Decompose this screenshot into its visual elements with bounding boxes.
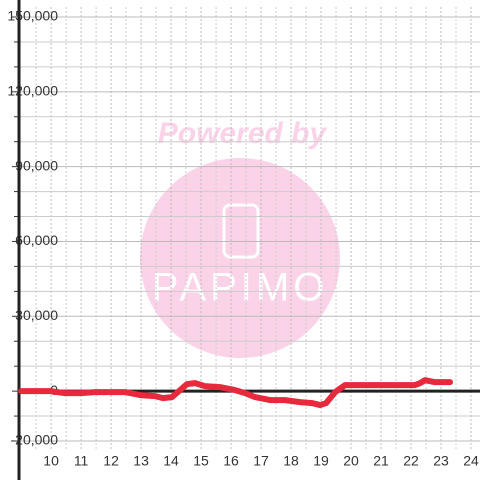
x-tick-label: 16 bbox=[223, 453, 239, 469]
y-tick-label: 90,000 bbox=[15, 157, 58, 173]
y-tick-label: -20,000 bbox=[11, 432, 59, 448]
x-tick-label: 22 bbox=[403, 453, 419, 469]
x-tick-label: 18 bbox=[283, 453, 299, 469]
x-tick-label: 20 bbox=[343, 453, 359, 469]
watermark-text: Powered by bbox=[158, 117, 328, 150]
y-tick-label: 150,000 bbox=[7, 8, 58, 24]
x-tick-label: 14 bbox=[163, 453, 179, 469]
y-tick-label: 30,000 bbox=[15, 307, 58, 323]
x-tick-label: 12 bbox=[103, 453, 119, 469]
x-tick-label: 15 bbox=[193, 453, 209, 469]
line bbox=[18, 377, 454, 409]
x-tick-label: 19 bbox=[313, 453, 329, 469]
y-tick-label: 120,000 bbox=[7, 83, 58, 99]
y-tick-label: 60,000 bbox=[15, 232, 58, 248]
x-tick-label: 17 bbox=[253, 453, 269, 469]
watermark-logo: PAPIMO bbox=[152, 266, 329, 310]
x-tick-label: 11 bbox=[74, 453, 89, 469]
x-tick-label: 23 bbox=[433, 453, 449, 469]
x-tick-label: 13 bbox=[133, 453, 149, 469]
watermark: Powered by PAPIMO bbox=[140, 117, 340, 358]
watermark-icon bbox=[222, 203, 260, 259]
x-tick-label: 21 bbox=[373, 453, 389, 469]
x-tick-label: 24 bbox=[463, 453, 479, 469]
x-tick-label: 10 bbox=[43, 453, 59, 469]
